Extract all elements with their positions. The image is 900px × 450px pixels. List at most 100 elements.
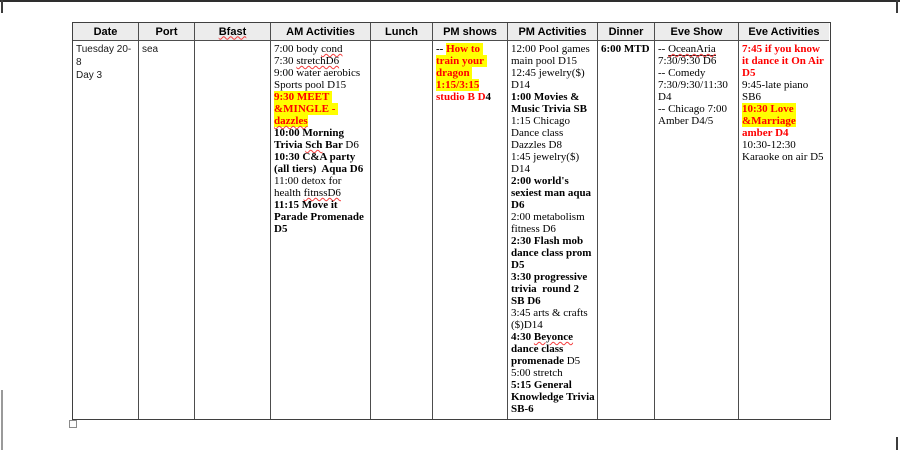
pm-shows-cell[interactable]: -- How to train your dragon 1:15/3:15 st… <box>433 41 508 419</box>
am-activities-entry: 9:00 water aerobics Sports pool D15 <box>274 67 368 91</box>
page-left-bottom-edge-mark <box>1 390 3 450</box>
text-segment: Beyonce <box>533 331 574 343</box>
pm-activities-entry: 3:45 arts & crafts ($)D14 <box>511 307 595 331</box>
text-segment: 11:15 Move it Parade Promenade D5 <box>274 199 367 235</box>
eve-show-entry: -- OceanAria 7:30/9:30 D6 <box>658 43 736 67</box>
text-segment: dance class promenade <box>511 331 576 367</box>
pm-activities-entry: 1:45 jewelry($) D14 <box>511 151 595 175</box>
text-segment: 10:30 C&A party (all tiers) Aqua D6 <box>274 151 364 175</box>
text-segment: 12:45 jewelry($) D14 <box>511 67 588 91</box>
text-segment <box>796 115 799 127</box>
text-segment: 3:30 progressive trivia round 2 SB D6 <box>511 271 591 307</box>
pm-activities-entry: 2:00 world's sexiest man aqua D6 <box>511 175 595 211</box>
text-segment: 2:00 metabolism fitness D6 <box>511 211 588 235</box>
page-left-top-edge-mark <box>1 0 3 13</box>
text-segment: 3:45 arts & crafts ($)D14 <box>511 307 591 331</box>
text-segment: Tuesday 20-8 <box>76 44 132 68</box>
text-segment: 4 <box>485 91 492 103</box>
text-segment: 10:30 Love &Marriage <box>742 103 797 127</box>
text-segment: 7:30/9:30 D6 <box>658 43 719 67</box>
am-activities-entry: 7:30 stretchD6 <box>274 55 368 67</box>
header-cell-pm-shows: PM shows <box>433 23 508 41</box>
am-activities-cell[interactable]: 7:00 body cond 7:30 stretchD6 9:00 water a… <box>271 41 371 419</box>
text-segment: amber D4 <box>742 127 789 139</box>
header-label-eve-activities: Eve Activities <box>748 25 820 38</box>
text-segment <box>479 79 482 91</box>
pm-activities-entry: 4:30 Beyonce dance class promenade D5 <box>511 331 595 367</box>
text-segment: -- <box>658 43 669 55</box>
header-cell-date: Date <box>73 23 139 41</box>
header-label-am-activities: AM Activities <box>286 25 355 38</box>
pm-activities-entry: 5:00 stretch <box>511 367 595 379</box>
pm-activities-entry: 12:00 Pool games main pool D15 <box>511 43 595 67</box>
table-resize-handle[interactable] <box>69 420 77 428</box>
header-label-pm-shows: PM shows <box>443 25 497 38</box>
text-segment: D5 <box>566 355 581 367</box>
header-cell-port: Port <box>139 23 195 41</box>
pm-activities-entry: 2:30 Flash mob dance class prom D5 <box>511 235 595 271</box>
text-segment: 1:45 jewelry($) D14 <box>511 151 582 175</box>
pm-activities-entry: 1:15 Chicago Dance class Dazzles D8 <box>511 115 595 151</box>
eve-activities-entry: 10:30 Love &Marriage amber D4 <box>742 103 827 139</box>
am-activities-entry: 10:00 Morning Trivia Sch Bar D6 <box>274 127 368 151</box>
header-cell-pm-activities: PM Activities <box>508 23 598 41</box>
lunch-cell[interactable] <box>371 41 433 419</box>
text-segment: 9:30 MEET &MINGLE - <box>274 91 339 115</box>
text-segment: 12:00 Pool games main pool D15 <box>511 43 593 67</box>
text-segment: 1:15 Chicago Dance class Dazzles D8 <box>511 115 573 151</box>
text-segment: OceanAria <box>668 43 716 56</box>
text-segment: -- Comedy 7:30/9:30/11:30 D4 <box>658 67 731 103</box>
text-segment: stretchD6 <box>296 55 340 67</box>
pm-activities-entry: 3:30 progressive trivia round 2 SB D6 <box>511 271 595 307</box>
header-cell-lunch: Lunch <box>371 23 433 41</box>
dinner-entry: 6:00 MTD <box>601 43 652 55</box>
header-label-eve-show: Eve Show <box>670 25 723 38</box>
header-label-lunch: Lunch <box>385 25 418 38</box>
text-segment: 6:00 MTD <box>601 43 650 55</box>
page-right-top-edge-mark <box>896 0 898 13</box>
am-activities-entry: 11:00 detox for health fitnssD6 <box>274 175 368 199</box>
text-segment: 7:45 if you know it dance it On Air D5 <box>742 43 827 79</box>
pm-activities-entry: 2:00 metabolism fitness D6 <box>511 211 595 235</box>
text-segment: 9:45-late piano SB6 <box>742 79 812 103</box>
eve-show-entry: -- Comedy 7:30/9:30/11:30 D4 <box>658 67 736 103</box>
am-activities-entry: 10:30 C&A party (all tiers) Aqua D6 <box>274 151 368 175</box>
header-cell-bfast: Bfast <box>195 23 271 41</box>
eve-show-cell[interactable]: -- OceanAria 7:30/9:30 D6 -- Comedy 7:30/… <box>655 41 739 419</box>
text-segment: Bar <box>322 139 346 151</box>
text-segment: cond <box>321 43 343 55</box>
text-segment: Day 3 <box>76 70 103 81</box>
date-cell[interactable]: Tuesday 20-8 Day 3 <box>73 41 139 419</box>
text-segment: 9:00 water aerobics Sports pool D15 <box>274 67 363 91</box>
port-cell[interactable]: sea <box>139 41 195 419</box>
table-header-row: Date Port Bfast AM Activities Lunch PM shows P… <box>73 23 830 41</box>
text-segment: D6 <box>345 139 359 151</box>
pm-activities-entry: 1:00 Movies & Music Trivia SB <box>511 91 595 115</box>
daily-schedule-table: Date Port Bfast AM Activities Lunch PM shows P… <box>72 22 831 420</box>
text-segment: -- Chicago 7:00 Amber D4/5 <box>658 103 730 127</box>
text-segment: fitnssD6 <box>303 187 341 199</box>
dinner-cell[interactable]: 6:00 MTD <box>598 41 655 419</box>
pm-activities-entry: 5:15 General Knowledge Trivia SB-6 <box>511 379 595 415</box>
bfast-cell[interactable] <box>195 41 271 419</box>
header-label-port: Port <box>155 25 178 38</box>
text-segment: How to train your dragon 1:15/3:15 <box>436 43 487 91</box>
text-segment: dazzles <box>274 115 308 127</box>
pm-activities-cell[interactable]: 12:00 Pool games main pool D15 12:45 jewe… <box>508 41 598 419</box>
pm-shows-entry: -- How to train your dragon 1:15/3:15 st… <box>436 43 505 103</box>
am-activities-entry: 9:30 MEET &MINGLE - dazzles <box>274 91 368 127</box>
header-cell-eve-activities: Eve Activities <box>739 23 829 41</box>
port-entry: sea <box>142 43 192 56</box>
table-body-row: Tuesday 20-8 Day 3 sea 7:00 body cond 7:30 s… <box>73 41 830 419</box>
text-segment: 5:00 stretch <box>511 367 563 379</box>
text-segment: 5:15 General Knowledge Trivia SB-6 <box>511 379 598 415</box>
am-activities-entry: 11:15 Move it Parade Promenade D5 <box>274 199 368 235</box>
text-segment: -- <box>436 43 447 55</box>
page-right-bottom-edge-mark <box>896 437 898 450</box>
am-activities-entry: 7:00 body cond <box>274 43 368 55</box>
eve-activities-entry: 7:45 if you know it dance it On Air D5 <box>742 43 827 79</box>
eve-activities-cell[interactable]: 7:45 if you know it dance it On Air D5 9:… <box>739 41 829 419</box>
date-entry: Tuesday 20-8 <box>76 43 136 69</box>
header-cell-am-activities: AM Activities <box>271 23 371 41</box>
eve-activities-entry: 10:30-12:30 Karaoke on air D5 <box>742 139 827 163</box>
